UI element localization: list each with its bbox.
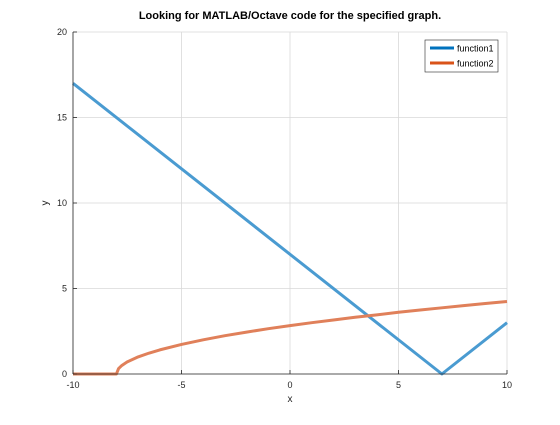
legend: function1 function2	[424, 39, 499, 73]
legend-label-function2: function2	[457, 59, 494, 69]
series-line-function2	[73, 300, 508, 376]
y-tick-label: 0	[62, 369, 67, 379]
axes: -10 -5 0 5 10 0 5 10 15 20	[57, 27, 512, 390]
grid	[72, 31, 508, 375]
x-tick-label: -5	[177, 380, 185, 390]
x-tick-label: 5	[396, 380, 401, 390]
y-tick-label: 5	[62, 284, 67, 294]
x-axis-label: x	[288, 394, 293, 405]
legend-label-function1: function1	[457, 44, 494, 54]
y-tick-label: 15	[57, 113, 67, 123]
x-tick-label: -10	[66, 380, 79, 390]
x-tick-label: 10	[502, 380, 512, 390]
y-tick-label: 20	[57, 27, 67, 37]
y-tick-label: 10	[57, 198, 67, 208]
legend-box	[424, 39, 499, 73]
x-tick-label: 0	[287, 380, 292, 390]
chart-title: Looking for MATLAB/Octave code for the s…	[139, 10, 441, 22]
y-axis-label: y	[40, 201, 51, 206]
